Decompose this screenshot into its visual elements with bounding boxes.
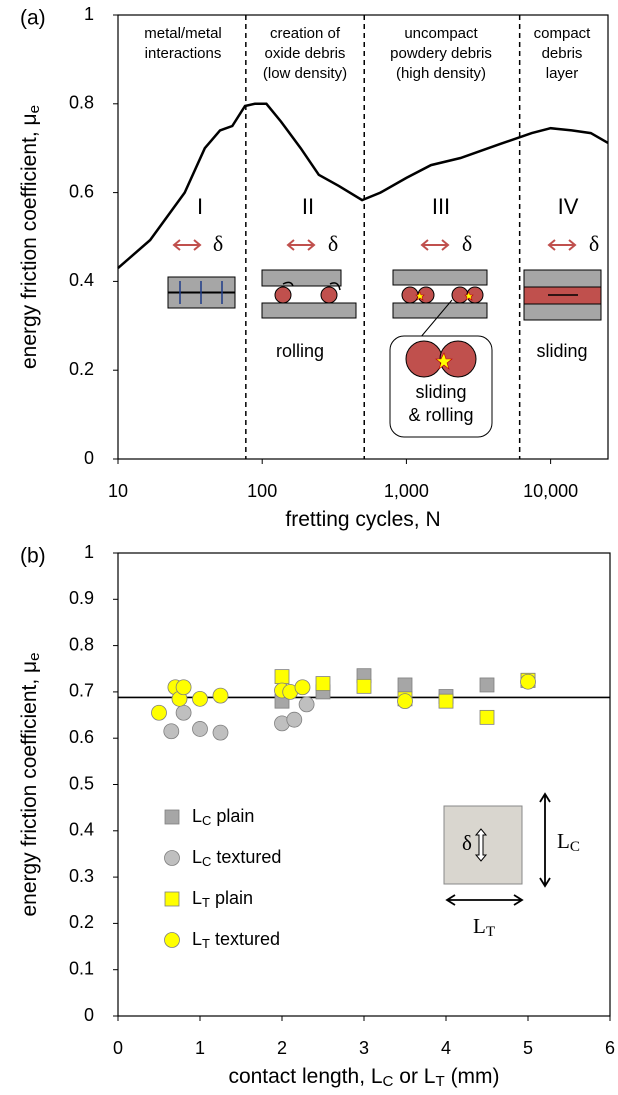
circle-marker xyxy=(298,696,315,713)
x-tick-label: 10 xyxy=(108,481,128,501)
circle-marker xyxy=(164,932,180,948)
y-axis-title: energy friction coefficient, μe xyxy=(18,105,43,369)
legend-label: LT plain xyxy=(192,888,253,911)
y-axis-title: energy friction coefficient, μe xyxy=(18,652,43,916)
y-tick-label: 0.8 xyxy=(69,93,94,113)
y-tick-label: 0.2 xyxy=(69,912,94,932)
y-tick-label: 0.7 xyxy=(69,681,94,701)
y-tick-label: 0.6 xyxy=(69,727,94,747)
y-tick-label: 0.3 xyxy=(69,866,94,886)
delta-symbol: δ xyxy=(213,231,223,256)
delta-symbol: δ xyxy=(589,231,599,256)
square-marker xyxy=(315,676,331,691)
circle-marker xyxy=(520,673,536,690)
square-marker xyxy=(397,677,413,693)
x-tick-label: 5 xyxy=(523,1038,533,1058)
region-label: powdery debris xyxy=(390,45,492,62)
region-numeral: III xyxy=(432,194,450,219)
region-label: creation of xyxy=(270,25,341,42)
circle-marker xyxy=(151,704,167,721)
delta-symbol: δ xyxy=(462,231,472,256)
x-tick-label: 3 xyxy=(359,1038,369,1058)
region-note: & rolling xyxy=(408,405,473,425)
y-tick-label: 0.4 xyxy=(69,270,94,290)
legend-label: LC plain xyxy=(192,806,254,829)
region-numeral: I xyxy=(197,194,203,219)
circle-marker xyxy=(294,679,311,696)
x-tick-label: 1,000 xyxy=(384,481,429,501)
circle-marker xyxy=(212,687,229,704)
legend-label: LT textured xyxy=(192,929,280,952)
square-marker xyxy=(356,678,372,694)
square-marker xyxy=(164,809,180,825)
panel-label: (b) xyxy=(20,545,46,568)
region-numeral: IV xyxy=(558,194,579,219)
region-label: (high density) xyxy=(396,65,486,82)
region-label: interactions xyxy=(145,45,222,62)
square-marker xyxy=(438,693,454,709)
region-note: sliding xyxy=(536,341,587,361)
data-line xyxy=(117,102,609,270)
y-tick-label: 0.2 xyxy=(69,359,94,379)
y-tick-label: 0.4 xyxy=(69,820,94,840)
inset-symbol: δ xyxy=(462,831,472,855)
circle-marker xyxy=(175,679,192,696)
y-tick-label: 0.8 xyxy=(69,634,94,654)
inset-width-label: LT xyxy=(473,914,495,941)
region-label: uncompact xyxy=(404,25,478,42)
legend-label: LC textured xyxy=(192,847,281,870)
circle-marker xyxy=(175,704,192,721)
region-label: oxide debris xyxy=(265,45,346,62)
inset-height-label: LC xyxy=(557,829,580,856)
x-tick-label: 100 xyxy=(247,481,277,501)
circle-marker xyxy=(286,711,303,728)
x-axis-title: fretting cycles, N xyxy=(285,508,440,531)
x-tick-label: 1 xyxy=(195,1038,205,1058)
region-label: compact xyxy=(534,25,592,42)
circle-marker xyxy=(212,724,229,741)
square-marker xyxy=(479,677,495,693)
circle-marker xyxy=(192,721,208,737)
schematics xyxy=(167,239,602,438)
circle-marker xyxy=(163,723,180,740)
x-tick-label: 0 xyxy=(113,1038,123,1058)
y-tick-label: 0.1 xyxy=(69,958,94,978)
x-axis-title: contact length, LC or LT (mm) xyxy=(228,1065,499,1090)
x-tick-label: 4 xyxy=(441,1038,451,1058)
y-tick-label: 0.9 xyxy=(69,588,94,608)
plot-frame xyxy=(117,14,609,460)
y-tick-label: 0.6 xyxy=(69,181,94,201)
inset-diagram xyxy=(443,792,551,906)
circle-marker xyxy=(192,690,208,707)
y-tick-label: 1 xyxy=(84,4,94,24)
region-note: sliding xyxy=(415,382,466,402)
square-marker xyxy=(274,669,290,685)
x-tick-label: 6 xyxy=(605,1038,615,1058)
y-tick-label: 1 xyxy=(84,542,94,562)
square-marker xyxy=(479,709,495,725)
x-tick-label: 2 xyxy=(277,1038,287,1058)
region-label: debris xyxy=(542,45,583,62)
panel-label: (a) xyxy=(20,7,46,30)
region-note: rolling xyxy=(276,341,324,361)
x-tick-label: 10,000 xyxy=(523,481,578,501)
y-tick-label: 0.5 xyxy=(69,773,94,793)
y-tick-label: 0 xyxy=(84,1005,94,1025)
region-label: layer xyxy=(546,65,579,82)
region-numeral: II xyxy=(302,194,314,219)
circle-marker xyxy=(397,693,413,710)
delta-symbol: δ xyxy=(328,231,338,256)
square-marker xyxy=(164,891,180,907)
circle-marker xyxy=(164,850,180,866)
y-tick-label: 0 xyxy=(84,448,94,468)
region-label: metal/metal xyxy=(144,25,222,42)
region-label: (low density) xyxy=(263,65,347,82)
